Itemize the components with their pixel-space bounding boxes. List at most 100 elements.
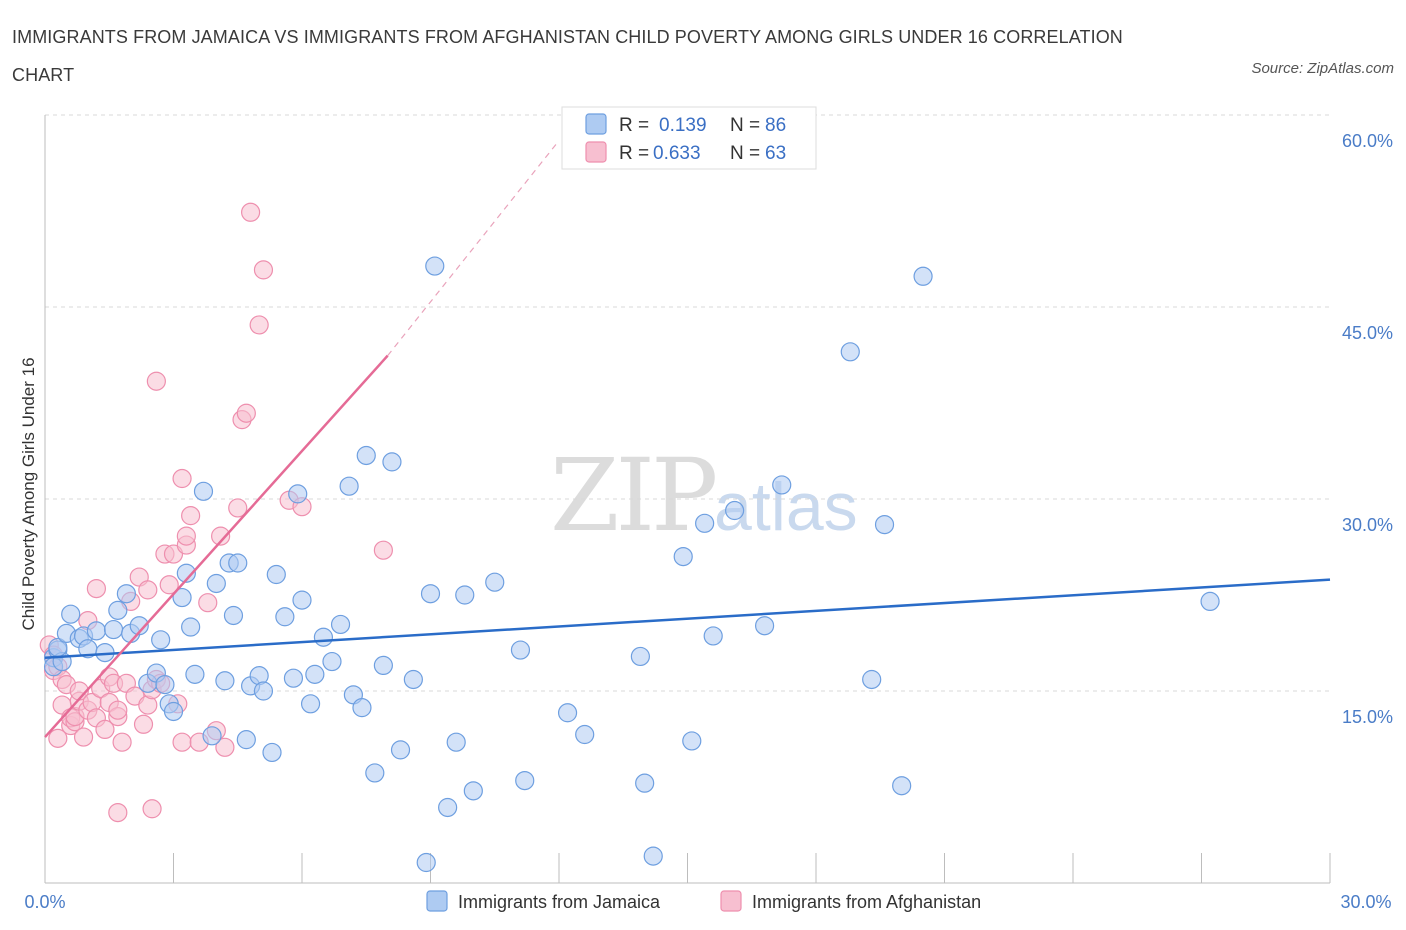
y-tick-label-45: 45.0% — [1342, 323, 1393, 343]
jamaica-point-39 — [266, 564, 286, 585]
jamaica-point-58 — [416, 852, 436, 873]
jamaica-point-73 — [673, 546, 693, 567]
bottom-legend-afghanistan-label: Immigrants from Afghanistan — [752, 892, 981, 912]
x-tick-label-min: 0.0% — [24, 892, 65, 912]
legend-jamaica-n-label: N = — [730, 115, 760, 136]
legend-afghanistan-r-value: 0.633 — [653, 143, 701, 164]
jamaica-point-19 — [151, 630, 171, 650]
jamaica-point-38 — [262, 742, 282, 763]
jamaica-point-12 — [103, 619, 124, 640]
jamaica-point-13 — [108, 600, 128, 620]
jamaica-point-79 — [772, 475, 792, 495]
afghanistan-point-45 — [172, 732, 192, 752]
jamaica-point-6 — [61, 604, 81, 624]
jamaica-point-32 — [223, 605, 244, 626]
jamaica-point-61 — [438, 797, 458, 818]
jamaica-point-44 — [300, 694, 321, 714]
jamaica-point-83 — [892, 776, 912, 796]
jamaica-point-70 — [630, 646, 650, 667]
jamaica-point-24 — [176, 563, 196, 583]
legend-jamaica-n-value: 86 — [765, 115, 786, 136]
jamaica-points — [43, 256, 1220, 873]
afghanistan-trend-extension — [387, 140, 560, 357]
jamaica-point-41 — [283, 668, 304, 688]
jamaica-point-59 — [420, 584, 441, 604]
jamaica-point-54 — [373, 655, 393, 676]
jamaica-point-23 — [172, 587, 192, 608]
y-tick-label-60: 60.0% — [1342, 131, 1393, 151]
jamaica-point-27 — [193, 481, 214, 501]
bottom-legend-jamaica-label: Immigrants from Jamaica — [458, 892, 661, 912]
y-tick-label-15: 15.0% — [1342, 707, 1393, 727]
legend-afghanistan-r-label: R = — [619, 143, 649, 164]
legend-jamaica-r-value: 0.139 — [659, 115, 707, 136]
jamaica-point-25 — [181, 617, 201, 637]
jamaica-point-60 — [425, 256, 445, 276]
legend-jamaica-r-label: R = — [619, 115, 649, 136]
afghanistan-point-21 — [95, 719, 115, 740]
afghanistan-point-27 — [108, 802, 128, 823]
afghanistan-point-58 — [241, 202, 261, 222]
jamaica-point-29 — [206, 573, 226, 594]
top-legend: R = 0.139 N = 86 R = 0.633 N = 63 — [561, 106, 817, 170]
jamaica-point-16 — [129, 616, 149, 636]
legend-afghanistan-n-value: 63 — [765, 143, 786, 164]
afghanistan-point-53 — [211, 526, 231, 546]
afghanistan-point-35 — [138, 580, 158, 600]
jamaica-point-28 — [202, 726, 222, 746]
jamaica-point-57 — [403, 669, 423, 690]
x-tick-label-max: 30.0% — [1340, 892, 1391, 912]
y-axis-title: Child Poverty Among Girls Under 16 — [19, 357, 38, 630]
jamaica-point-71 — [635, 773, 655, 793]
jamaica-point-43 — [292, 590, 312, 610]
jamaica-point-81 — [862, 669, 882, 690]
afghanistan-point-46 — [172, 468, 192, 489]
jamaica-point-40 — [275, 607, 295, 627]
jamaica-point-72 — [643, 846, 663, 866]
jamaica-point-78 — [754, 616, 775, 636]
jamaica-point-55 — [382, 452, 402, 472]
jamaica-point-84 — [913, 266, 933, 286]
afghanistan-point-60 — [253, 260, 274, 280]
jamaica-point-74 — [682, 731, 702, 751]
chart-title: IMMIGRANTS FROM JAMAICA VS IMMIGRANTS FR… — [12, 27, 1123, 85]
jamaica-point-65 — [485, 572, 505, 592]
afghanistan-point-33 — [133, 714, 154, 734]
jamaica-point-77 — [725, 500, 745, 521]
jamaica-point-52 — [356, 445, 376, 466]
afghanistan-point-37 — [142, 799, 162, 819]
afghanistan-point-49 — [181, 506, 201, 526]
bottom-legend: Immigrants from Jamaica Immigrants from … — [426, 890, 981, 912]
jamaica-point-64 — [463, 781, 483, 801]
jamaica-point-66 — [510, 640, 531, 660]
afghanistan-point-63 — [373, 540, 393, 560]
legend-jamaica-swatch — [585, 113, 607, 135]
afghanistan-point-57 — [236, 403, 256, 423]
jamaica-point-80 — [840, 342, 860, 362]
jamaica-point-68 — [557, 703, 578, 723]
afghanistan-point-42 — [159, 575, 179, 595]
afghanistan-point-28 — [112, 732, 132, 752]
jamaica-point-76 — [703, 626, 723, 646]
legend-afghanistan-swatch — [585, 141, 607, 163]
afghanistan-point-4 — [48, 728, 68, 748]
jamaica-point-56 — [390, 740, 411, 760]
jamaica-point-63 — [455, 585, 475, 605]
jamaica-point-75 — [695, 513, 715, 533]
trend-lines — [44, 140, 1331, 738]
jamaica-point-49 — [339, 476, 359, 496]
afghanistan-point-26 — [108, 700, 128, 720]
jamaica-trend-line — [44, 578, 1331, 659]
afghanistan-point-39 — [146, 371, 166, 391]
jamaica-point-20 — [155, 674, 175, 695]
jamaica-point-48 — [330, 614, 351, 635]
jamaica-point-47 — [322, 651, 342, 672]
jamaica-point-14 — [116, 584, 136, 604]
jamaica-point-30 — [215, 671, 235, 691]
afghanistan-point-51 — [198, 593, 218, 613]
gridlines — [45, 114, 1330, 692]
source-label: Source: ZipAtlas.com — [1251, 60, 1394, 77]
jamaica-point-51 — [352, 698, 372, 718]
jamaica-point-37 — [253, 681, 274, 701]
bottom-legend-afghanistan-swatch — [720, 890, 742, 912]
